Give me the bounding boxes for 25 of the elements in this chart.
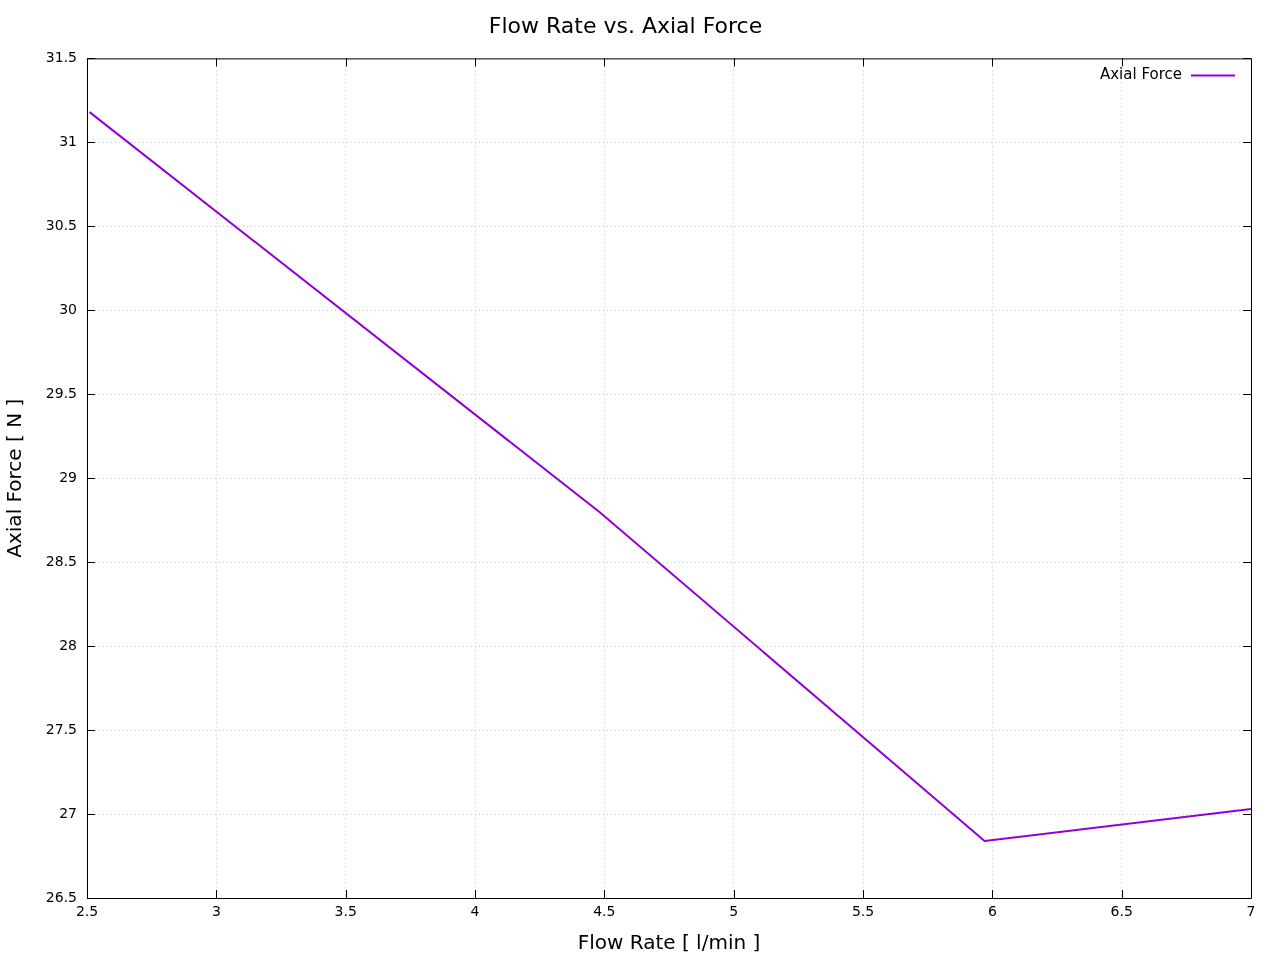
x-tick-label: 2.5 [75,903,99,920]
x-tick-label: 6.5 [1110,903,1133,920]
x-tick-label: 6 [987,903,997,920]
y-tick-label: 31.5 [45,49,77,66]
y-tick-label: 30.5 [45,216,77,233]
y-tick-label: 31 [59,133,77,149]
x-tick-label: 4.5 [593,903,616,920]
y-tick-label: 27 [59,804,77,821]
x-tick-label: 5 [729,903,739,920]
x-axis-title: Flow Rate [ l/min ] [577,930,761,955]
x-tick-label: 7 [1246,903,1256,920]
y-tick-label: 27.5 [45,720,77,737]
x-tick-label: 3.5 [334,903,357,920]
x-tick-label: 4 [470,903,480,920]
x-tick-label: 3 [211,903,221,920]
x-tick-label: 5.5 [851,903,875,920]
chart-title: Flow Rate vs. Axial Force [488,12,763,38]
y-tick-label: 28.5 [45,552,77,569]
legend-label: Axial Force [1099,65,1182,84]
y-tick-label: 30 [59,300,77,317]
y-tick-label: 28 [59,636,77,653]
y-tick-label: 29 [59,468,77,485]
y-tick-label: 26.5 [45,888,77,905]
y-tick-label: 29.5 [45,384,77,401]
y-axis-title: Axial Force [ N ] [2,398,27,558]
